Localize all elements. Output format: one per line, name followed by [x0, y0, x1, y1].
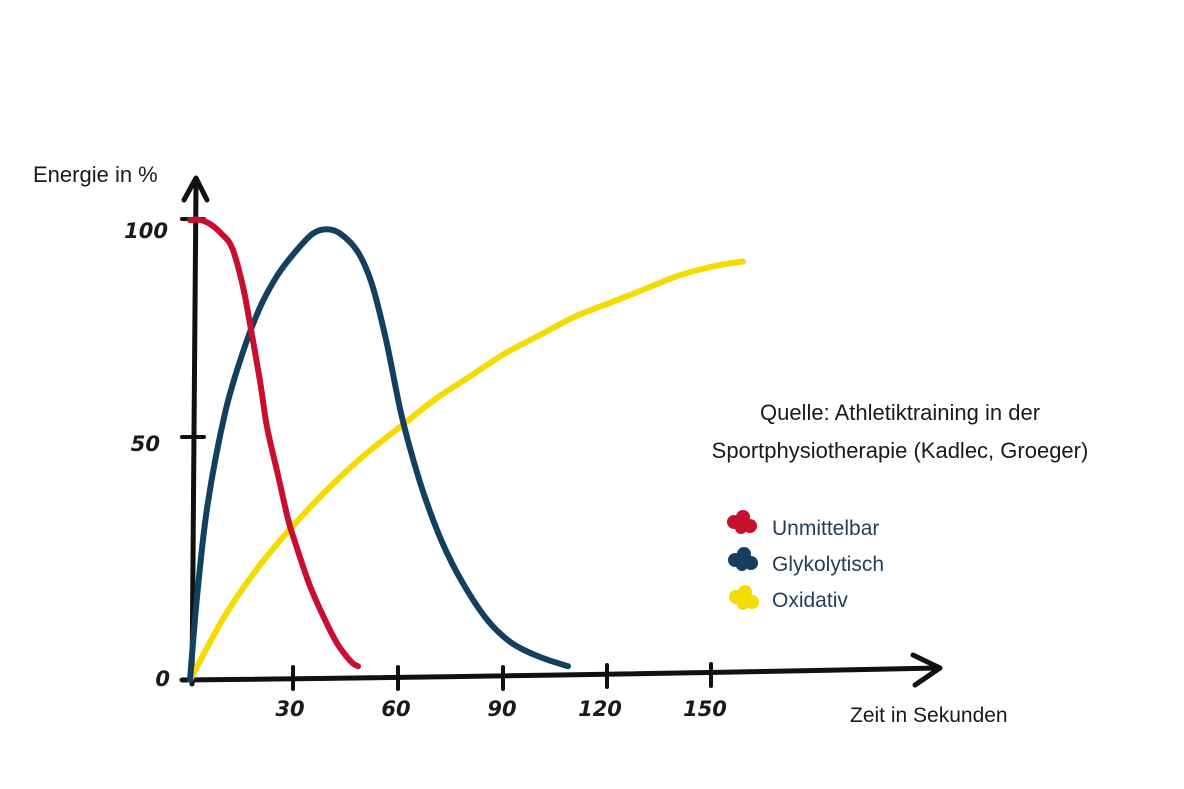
series-line-unmittelbar — [187, 216, 361, 670]
series-line-glykolytisch — [187, 226, 571, 683]
x-tick-label: 150 — [683, 697, 727, 721]
x-tick-label: 120 — [578, 697, 622, 721]
x-tick-label: 60 — [381, 697, 410, 721]
x-axis-line — [179, 665, 941, 683]
red-blob-icon — [727, 510, 757, 534]
series-line-oxidativ — [187, 258, 746, 683]
legend-label: Glykolytisch — [772, 553, 884, 576]
y-axis-arrow-icon — [181, 175, 210, 203]
series-layer — [187, 216, 746, 683]
source-note-line-1: Quelle: Athletiktraining in der — [760, 400, 1040, 425]
y-tick-label: 0 — [155, 667, 170, 691]
legend-label: Oxidativ — [772, 589, 848, 612]
legend: Unmittelbar Glykolytisch Oxidativ — [727, 510, 884, 612]
y-tick-label: 100 — [124, 219, 168, 243]
legend-item-unmittelbar: Unmittelbar — [727, 510, 879, 540]
x-tick-label: 30 — [275, 697, 304, 721]
y-axis-label: Energie in % — [33, 162, 158, 187]
yellow-blob-icon — [729, 585, 759, 610]
y-tick-label: 50 — [131, 432, 160, 456]
x-tick-label: 90 — [487, 697, 516, 721]
x-axis-label: Zeit in Sekunden — [850, 704, 1008, 727]
blue-blob-icon — [728, 547, 758, 571]
legend-item-glykolytisch: Glykolytisch — [728, 547, 884, 576]
legend-item-oxidativ: Oxidativ — [729, 585, 848, 612]
legend-label: Unmittelbar — [772, 517, 879, 540]
y-axis-line — [189, 182, 199, 687]
x-axis-arrow-icon — [910, 652, 943, 688]
source-note-line-2: Sportphysiotherapie (Kadlec, Groeger) — [712, 438, 1089, 463]
